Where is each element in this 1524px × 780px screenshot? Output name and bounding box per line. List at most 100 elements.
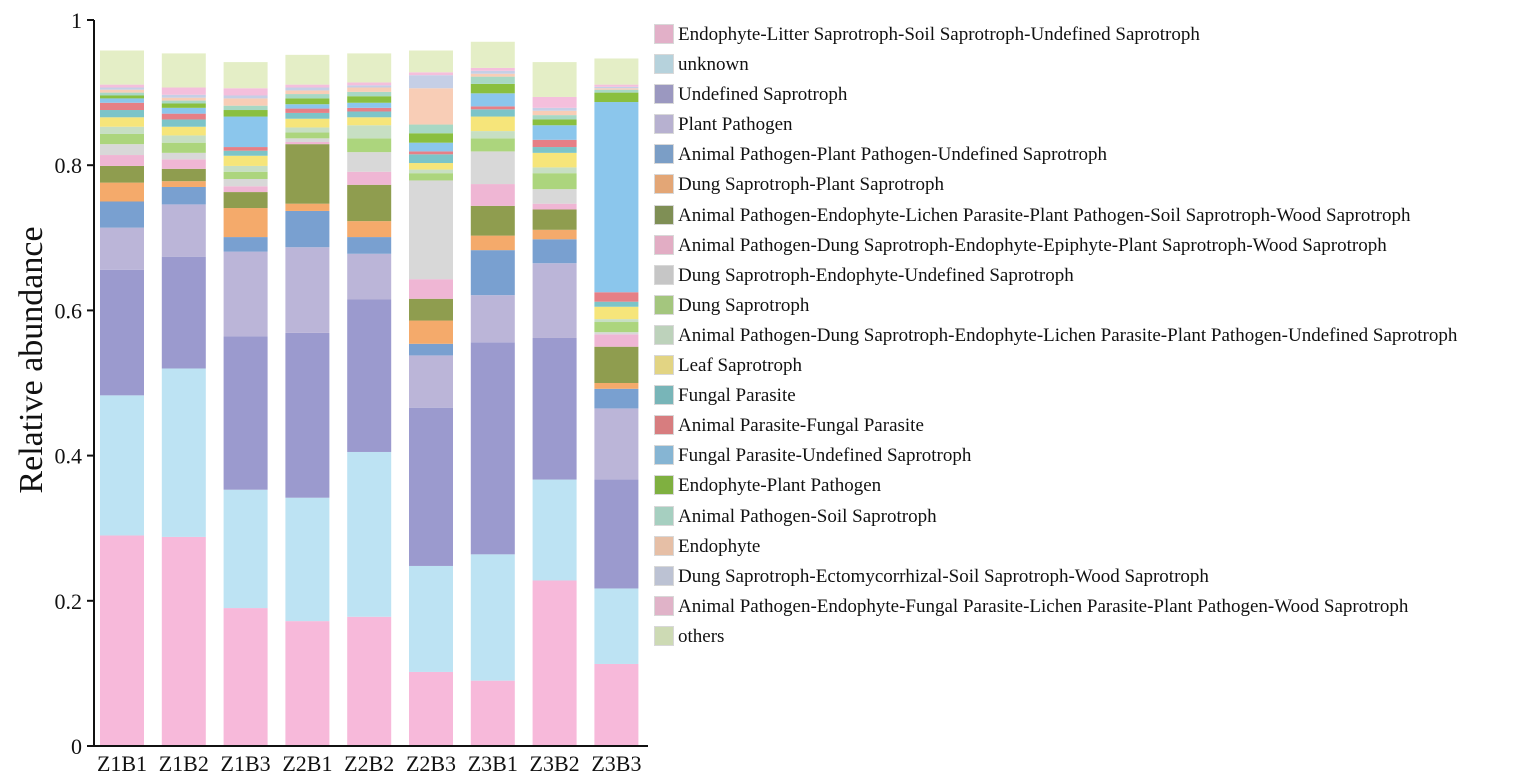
legend-swatch	[654, 294, 674, 315]
bar-segment-z3b1-5	[470, 235, 515, 251]
legend-swatch	[654, 625, 674, 646]
bar-segment-z2b1-13	[285, 108, 330, 113]
bar-segment-z1b3-1	[223, 489, 268, 609]
bar-segment-z1b2-18	[161, 94, 206, 98]
bar-segment-z3b2-2	[532, 337, 577, 480]
bar-segment-z2b1-11	[285, 118, 330, 128]
legend-swatch	[654, 445, 674, 466]
bar-segment-z1b1-6	[100, 165, 144, 183]
bar-segment-z1b2-16	[161, 100, 206, 104]
bar-segment-z3b3-5	[594, 383, 639, 389]
legend-item: Endophyte	[654, 532, 1520, 562]
bar-segment-z2b2-19	[347, 82, 392, 86]
bar-segment-z3b1-19	[470, 67, 515, 71]
bar-segment-z3b1-14	[470, 93, 515, 107]
legend-item: Plant Pathogen	[654, 110, 1520, 140]
bar-segment-z1b2-15	[161, 103, 206, 108]
bar-segment-z1b3-9	[223, 171, 268, 179]
legend-label: Dung Saprotroph-Endophyte-Undefined Sapr…	[678, 264, 1074, 286]
bar-segment-z1b1-14	[100, 98, 144, 103]
bar-segment-z3b3-8	[594, 332, 639, 335]
legend-item: Animal Pathogen-Endophyte-Lichen Parasit…	[654, 201, 1520, 231]
bar-segment-z2b2-4	[347, 237, 392, 254]
bar-segment-z3b3-18	[594, 86, 639, 89]
bar-segment-z3b1-4	[470, 250, 515, 296]
bar-segment-z2b3-3	[409, 355, 453, 408]
x-tick-label: Z1B1	[97, 751, 147, 776]
x-tick-label: Z2B1	[282, 751, 332, 776]
bar-segment-z2b2-0	[347, 616, 392, 746]
bar-segment-z1b2-1	[161, 368, 206, 537]
bar-segment-z3b2-7	[532, 203, 577, 210]
legend-label: Animal Pathogen-Plant Pathogen-Undefined…	[678, 144, 1108, 166]
bar-segment-z1b3-16	[223, 105, 268, 111]
bar-segment-z1b2-17	[161, 97, 206, 101]
legend-item: Leaf Saprotroph	[654, 351, 1520, 381]
bar-segment-z3b2-12	[532, 147, 577, 153]
bar-segment-z3b2-17	[532, 110, 577, 116]
bar-segment-z1b2-14	[161, 107, 206, 114]
bar-segment-z1b1-7	[100, 155, 144, 166]
legend-label: Animal Pathogen-Endophyte-Fungal Parasit…	[678, 595, 1409, 617]
axes-group: Z1B1 Z1B2 Z1B3 Z2B1 Z2B2 Z2B3 Z3B1 Z3B2 Z3B3 0 0.2…	[55, 8, 648, 776]
bar-segment-z3b2-3	[532, 263, 577, 338]
legend-label: Dung Saprotroph-Plant Saprotroph	[678, 174, 944, 196]
legend-item: others	[654, 622, 1520, 652]
bar-segment-z1b2-8	[161, 152, 206, 160]
legend-item: Animal Pathogen-Plant Pathogen-Undefined…	[654, 140, 1520, 170]
bar-segment-z3b1-13	[470, 106, 515, 110]
bar-segment-z3b1-17	[470, 73, 515, 77]
bar-segment-z1b2-0	[161, 536, 206, 746]
legend-swatch	[654, 355, 674, 376]
bar-segment-z1b3-17	[223, 98, 268, 106]
bar-segment-z1b1-12	[100, 110, 144, 118]
bar-segment-z2b3-13	[409, 151, 453, 155]
bar-segment-z2b3-1	[409, 565, 453, 672]
bar-segment-z3b3-4	[594, 388, 639, 409]
bar-segment-z2b3-17	[409, 88, 453, 125]
legend-item: Dung Saprotroph-Ectomycorrhizal-Soil Sap…	[654, 562, 1520, 592]
bar-segment-z3b1-2	[470, 342, 515, 555]
bar-segment-z3b3-7	[594, 334, 639, 347]
legend-item: unknown	[654, 50, 1520, 80]
bar-segment-z2b2-9	[347, 138, 392, 153]
bar-segment-z1b1-2	[100, 269, 144, 396]
bar-segment-z1b1-1	[100, 395, 144, 536]
bar-segment-z3b2-14	[532, 125, 577, 140]
bar-segment-z3b2-20	[532, 62, 577, 97]
bar-segment-z2b2-10	[347, 125, 392, 139]
legend-swatch	[654, 234, 674, 255]
bar-segment-z1b3-4	[223, 237, 268, 252]
bar-segment-z1b1-8	[100, 144, 144, 156]
bar-segment-z1b1-20	[100, 50, 144, 85]
bar-segment-z2b2-3	[347, 253, 392, 300]
bar-segment-z3b1-12	[470, 109, 515, 117]
bar-segment-z2b1-10	[285, 127, 330, 133]
chart-canvas: Z1B1 Z1B2 Z1B3 Z2B1 Z2B2 Z2B3 Z3B1 Z3B2 Z3B3 0 0.2…	[13, 8, 648, 776]
legend-label: Undefined Saprotroph	[678, 84, 848, 106]
bar-segment-z1b3-10	[223, 165, 268, 172]
x-tick-label: Z3B1	[468, 751, 518, 776]
y-tick-label: 0.6	[55, 298, 83, 323]
bar-segment-z1b2-5	[161, 181, 206, 187]
legend-item: Dung Saprotroph-Endophyte-Undefined Sapr…	[654, 261, 1520, 291]
bar-segment-z1b3-15	[223, 110, 268, 117]
bar-segment-z1b1-0	[100, 535, 144, 746]
legend-label: Fungal Parasite	[678, 385, 796, 407]
legend-item: Endophyte-Plant Pathogen	[654, 471, 1520, 501]
bar-segment-z1b3-3	[223, 251, 268, 337]
bar-segment-z1b2-3	[161, 204, 206, 257]
x-tick-label: Z2B2	[344, 751, 394, 776]
legend-item: Dung Saprotroph-Plant Saprotroph	[654, 170, 1520, 200]
bar-segment-z1b3-2	[223, 336, 268, 490]
legend-swatch	[654, 324, 674, 345]
legend-item: Animal Pathogen-Dung Saprotroph-Endophyt…	[654, 321, 1520, 351]
bar-segment-z1b3-19	[223, 88, 268, 96]
legend-label: Endophyte-Litter Saprotroph-Soil Saprotr…	[678, 24, 1200, 45]
bar-segment-z2b1-15	[285, 98, 330, 105]
bars-group	[100, 41, 639, 746]
bar-segment-z1b2-19	[161, 87, 206, 95]
bar-segment-z1b3-6	[223, 192, 268, 209]
bar-segment-z2b1-2	[285, 332, 330, 498]
bar-segment-z1b3-0	[223, 608, 268, 746]
